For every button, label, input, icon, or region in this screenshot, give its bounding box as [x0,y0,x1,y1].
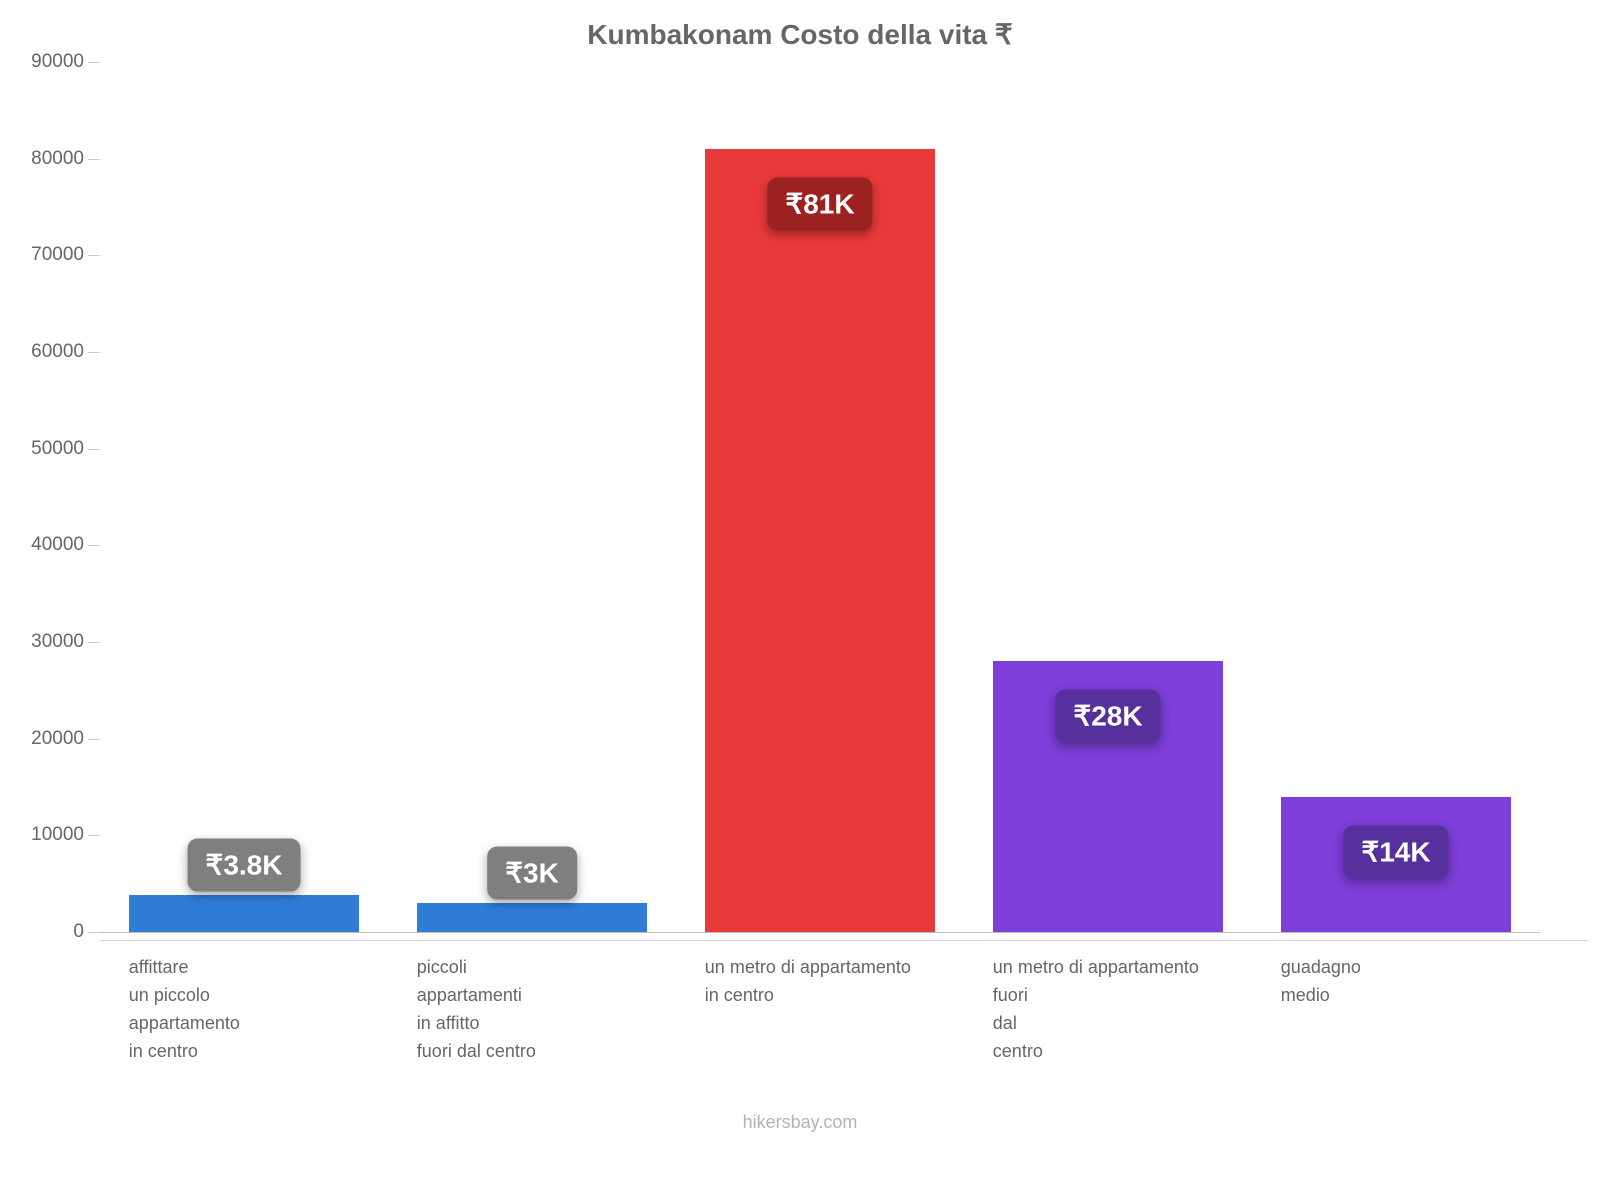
plot-area: 0100002000030000400005000060000700008000… [100,62,1540,932]
yaxis-tick-label: 20000 [6,728,84,750]
value-badge: ₹81K [767,178,872,231]
xaxis-label: piccoli appartamenti in affitto fuori da… [417,954,677,1066]
bar [129,895,359,932]
xaxis-label: un metro di appartamento in centro [705,954,965,1010]
yaxis-tick [88,835,100,836]
yaxis-tick-label: 90000 [6,51,84,73]
xaxis-label: un metro di appartamento fuori dal centr… [993,954,1253,1066]
yaxis-tick-label: 70000 [6,244,84,266]
yaxis-tick-label: 80000 [6,148,84,170]
yaxis-tick-label: 60000 [6,341,84,363]
bar [417,903,647,932]
yaxis-tick-label: 10000 [6,824,84,846]
value-badge: ₹14K [1343,825,1448,878]
xaxis-label: guadagno medio [1281,954,1541,1010]
yaxis-tick-label: 50000 [6,438,84,460]
attribution: hikersbay.com [0,1112,1600,1133]
yaxis-tick [88,739,100,740]
yaxis-tick-label: 40000 [6,534,84,556]
value-badge: ₹3.8K [188,839,301,892]
yaxis-tick [88,62,100,63]
yaxis-tick [88,932,100,933]
bar [705,149,935,932]
chart-container: Kumbakonam Costo della vita ₹ 0100002000… [0,0,1600,1200]
chart-title: Kumbakonam Costo della vita ₹ [0,18,1600,51]
value-badge: ₹28K [1055,690,1160,743]
yaxis-tick [88,159,100,160]
value-badge: ₹3K [487,847,577,900]
yaxis-tick-label: 0 [6,921,84,943]
yaxis-tick [88,352,100,353]
yaxis-tick [88,642,100,643]
xaxis-label: affittare un piccolo appartamento in cen… [129,954,389,1066]
yaxis-tick [88,255,100,256]
yaxis-tick [88,449,100,450]
x-baseline [100,932,1540,933]
yaxis-tick [88,545,100,546]
yaxis-tick-label: 30000 [6,631,84,653]
x-baseline-extension [100,940,1588,941]
